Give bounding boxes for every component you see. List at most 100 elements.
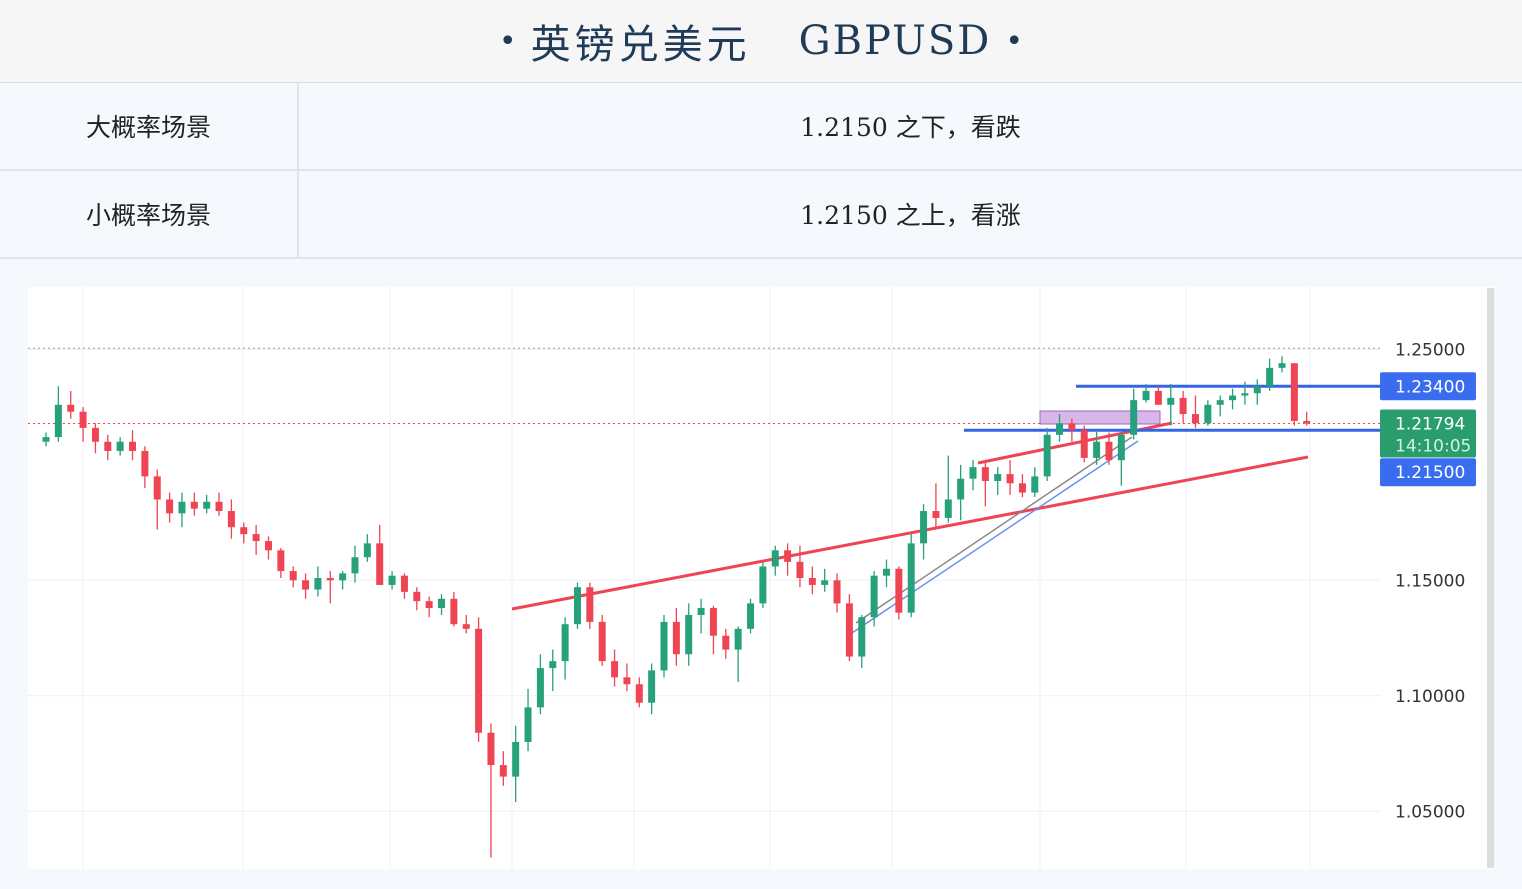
y-tick-label: 1.10000 [1395, 687, 1465, 707]
candle [67, 390, 75, 419]
candle-body [1018, 483, 1026, 493]
candle [104, 434, 112, 461]
candle [252, 524, 260, 555]
scenario-text: 1.2150 之下，看跌 [298, 83, 1522, 171]
candle [784, 543, 792, 576]
candle-body [166, 499, 174, 514]
title-en: GBPUSD [798, 18, 992, 64]
candle [648, 663, 656, 715]
candle [227, 499, 235, 539]
price-axis: 1.25000 1.15000 1.10000 1.05000 1.23400 1.215… [1380, 340, 1476, 822]
chart-panel[interactable]: 1.25000 1.15000 1.10000 1.05000 1.23400 1.215… [28, 287, 1494, 869]
candle [759, 561, 767, 609]
scenario-label: 大概率场景 [0, 83, 299, 171]
candlestick-chart[interactable]: 1.25000 1.15000 1.10000 1.05000 1.23400 1.215… [28, 287, 1494, 869]
candle-body [796, 561, 804, 578]
scenario-table: 大概率场景 1.2150 之下，看跌 小概率场景 1.2150 之上，看涨 [0, 83, 1522, 259]
candle [512, 725, 520, 803]
candle [289, 566, 297, 588]
candle [969, 460, 977, 491]
candle [425, 596, 433, 618]
candle-body [277, 550, 285, 572]
candle-body [1278, 363, 1286, 368]
candle-body [1117, 434, 1125, 461]
candle [870, 571, 878, 627]
candle [1006, 460, 1014, 495]
candle-body [215, 501, 223, 512]
candle-body [1142, 390, 1150, 401]
candle [351, 545, 359, 583]
candle-body [573, 587, 581, 625]
candle-body [907, 543, 915, 613]
candle [1117, 432, 1125, 486]
candle [1204, 400, 1212, 426]
candle-body [870, 575, 878, 618]
candle-body [104, 441, 112, 451]
vertical-scrollbar[interactable] [1487, 288, 1494, 868]
scenario-row-low: 小概率场景 1.2150 之上，看涨 [0, 170, 1522, 259]
candle-body [1216, 400, 1224, 405]
candle-body [1266, 367, 1274, 387]
candle-body [487, 732, 495, 766]
candle-body [1179, 397, 1187, 415]
candle-body [611, 661, 619, 678]
candle-body [227, 511, 235, 528]
candle [635, 677, 643, 708]
candle [166, 492, 174, 523]
candle-body [413, 591, 421, 602]
candle-body [302, 580, 310, 590]
current-price-tag [1380, 409, 1476, 458]
candle [42, 432, 50, 447]
candle [178, 492, 186, 528]
candle [561, 617, 569, 680]
candle [1056, 414, 1064, 442]
candle [747, 598, 755, 634]
candle-body [363, 543, 371, 558]
candle [326, 571, 334, 604]
candle-body [252, 534, 260, 542]
resistance-zone [1039, 410, 1161, 425]
candle-body [895, 568, 903, 613]
candle-body [326, 578, 334, 581]
candle-body [462, 624, 470, 629]
candle [858, 614, 866, 669]
candle [586, 582, 594, 629]
candle [141, 446, 149, 488]
candle [1167, 384, 1175, 426]
candle [1241, 381, 1249, 405]
candle-body [660, 621, 668, 671]
candle [549, 649, 557, 692]
candle-body [1068, 423, 1076, 431]
current-price-tag-text: 1.21794 [1395, 414, 1465, 434]
candle [1043, 427, 1051, 481]
candle-body [54, 404, 62, 438]
candle-body [524, 707, 532, 742]
candle-body [203, 501, 211, 509]
candle [598, 614, 606, 666]
price-levels [964, 384, 1380, 432]
candle [190, 492, 198, 516]
y-tick-label: 1.25000 [1395, 340, 1465, 360]
candle-body [981, 467, 989, 481]
candle [882, 559, 890, 588]
candle-body [932, 511, 940, 518]
candle [734, 626, 742, 682]
candle [573, 582, 581, 629]
candle-body [1031, 476, 1039, 493]
candle [450, 591, 458, 627]
candle [722, 628, 730, 659]
candle [1154, 386, 1162, 405]
candle [487, 723, 495, 858]
candle [116, 437, 124, 456]
candle [302, 573, 310, 599]
candle [833, 573, 841, 613]
candle [623, 663, 631, 692]
candle-body [920, 511, 928, 544]
candle [264, 536, 272, 560]
candle-body [882, 568, 890, 576]
title-bullet-right: • [1005, 23, 1024, 59]
candle-body [561, 624, 569, 662]
candle-body [1043, 434, 1051, 477]
resistance-price-tag [1380, 372, 1476, 401]
candle [240, 522, 248, 544]
